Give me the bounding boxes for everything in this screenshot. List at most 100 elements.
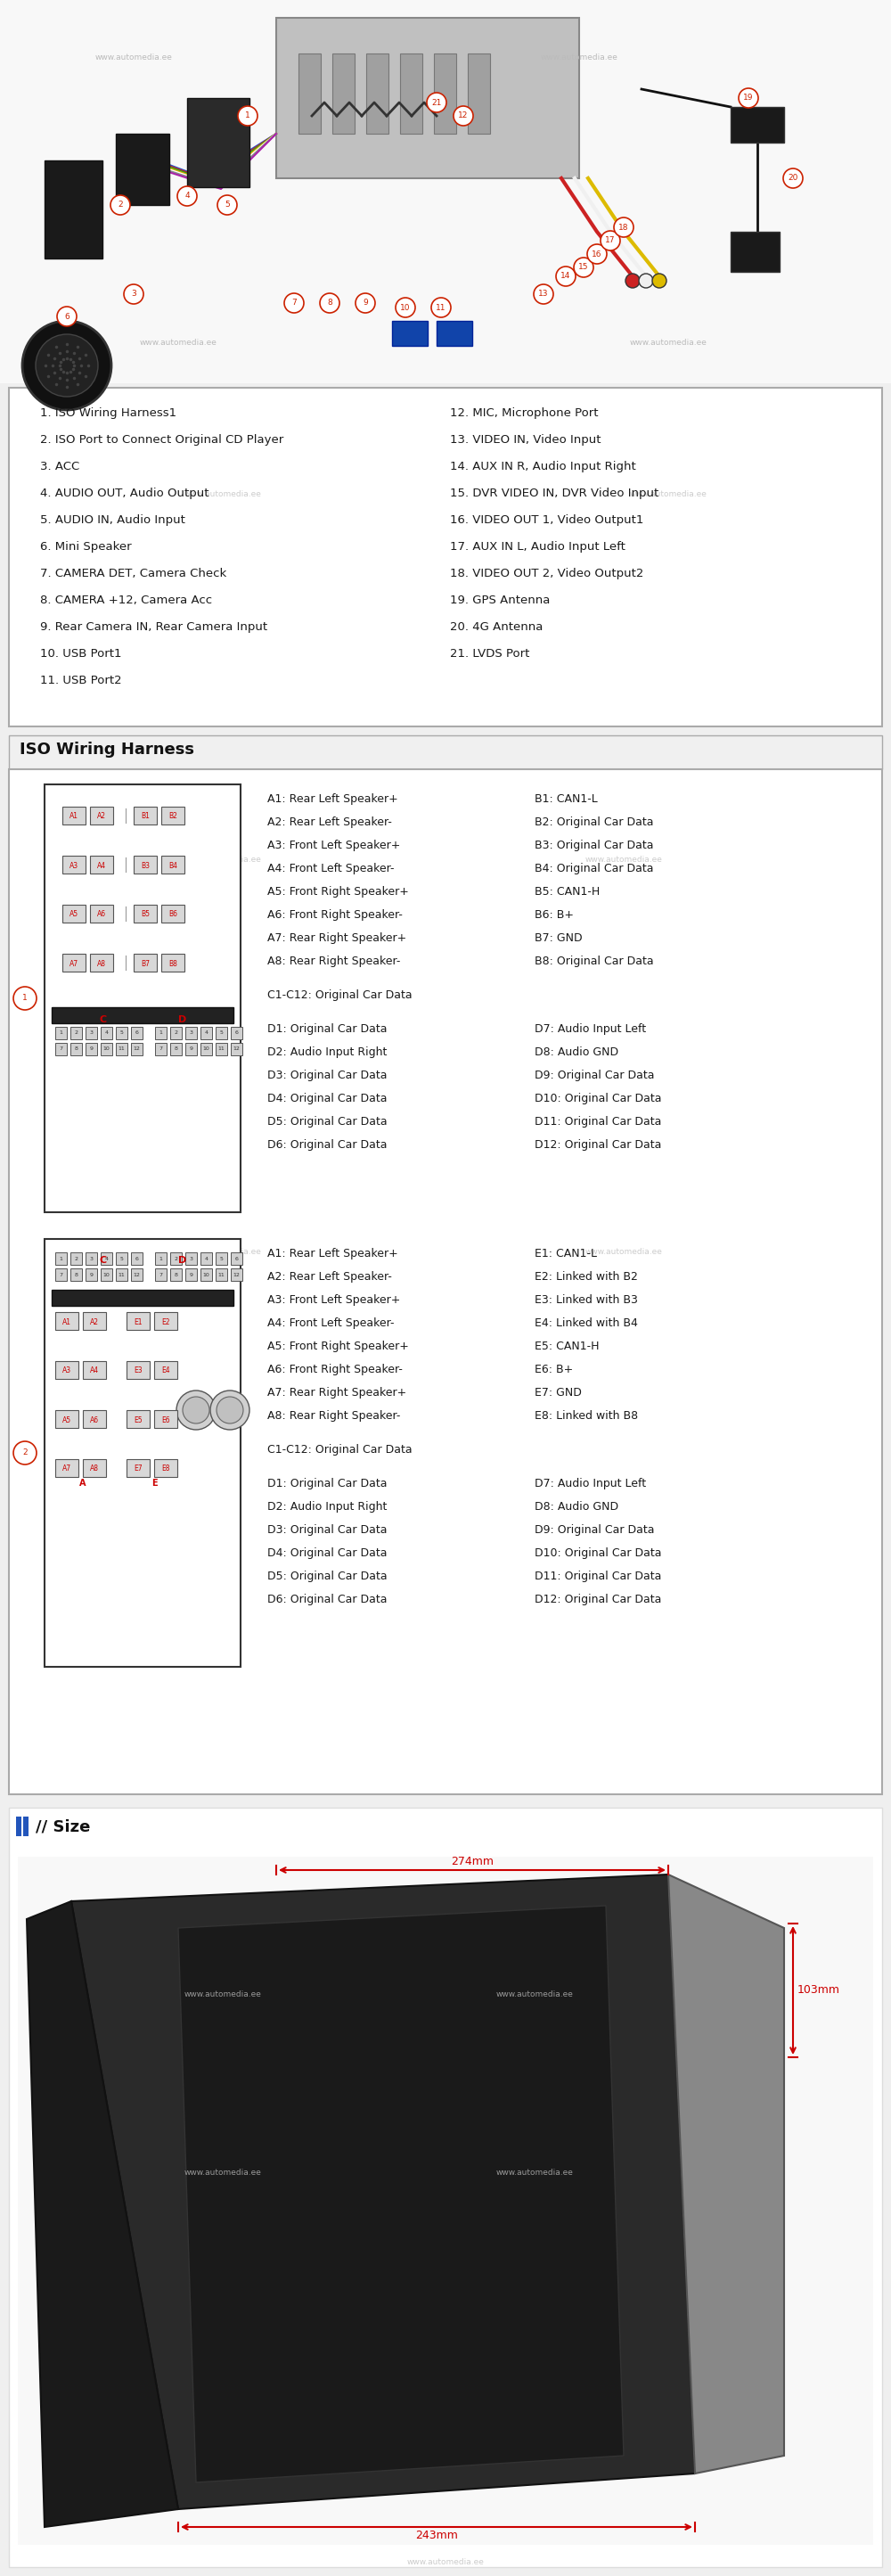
Text: 5. AUDIO IN, Audio Input: 5. AUDIO IN, Audio Input: [40, 515, 185, 526]
Text: 16. VIDEO OUT 1, Video Output1: 16. VIDEO OUT 1, Video Output1: [450, 515, 643, 526]
Circle shape: [454, 106, 473, 126]
Text: C: C: [99, 1015, 106, 1025]
Text: B7: GND: B7: GND: [535, 933, 583, 943]
Text: B4: Original Car Data: B4: Original Car Data: [535, 863, 654, 873]
Text: A3: A3: [62, 1368, 71, 1376]
Bar: [83, 1409, 106, 1427]
Bar: [16, 1816, 21, 1837]
Text: www.automedia.ee: www.automedia.ee: [184, 1247, 261, 1257]
Text: 6: 6: [135, 1257, 138, 1260]
Text: D7: Audio Input Left: D7: Audio Input Left: [535, 1479, 646, 1489]
Text: 14. AUX IN R, Audio Input Right: 14. AUX IN R, Audio Input Right: [450, 461, 636, 471]
Text: www.automedia.ee: www.automedia.ee: [184, 855, 261, 863]
Text: A6: A6: [97, 909, 106, 920]
Text: 1: 1: [60, 1257, 62, 1260]
Text: D10: Original Car Data: D10: Original Car Data: [535, 1092, 661, 1105]
Bar: [70, 1043, 82, 1056]
Text: A8: A8: [97, 958, 106, 969]
Text: 17. AUX IN L, Audio Input Left: 17. AUX IN L, Audio Input Left: [450, 541, 625, 554]
Bar: [216, 1043, 227, 1056]
Bar: [216, 1028, 227, 1038]
Circle shape: [183, 1396, 209, 1425]
Bar: [154, 1360, 177, 1378]
Bar: [185, 1043, 197, 1056]
Text: 2: 2: [22, 1448, 28, 1458]
Bar: [185, 1267, 197, 1280]
Circle shape: [739, 88, 758, 108]
Text: 6. Mini Speaker: 6. Mini Speaker: [40, 541, 132, 554]
Text: D2: Audio Input Right: D2: Audio Input Right: [267, 1046, 387, 1059]
Text: A2: Rear Left Speaker-: A2: Rear Left Speaker-: [267, 1270, 392, 1283]
Bar: [155, 1028, 167, 1038]
Text: B4: B4: [168, 860, 177, 871]
Circle shape: [238, 106, 257, 126]
Text: A7: Rear Right Speaker+: A7: Rear Right Speaker+: [267, 1386, 406, 1399]
Bar: [134, 904, 157, 922]
Bar: [731, 108, 784, 142]
Circle shape: [652, 273, 666, 289]
Bar: [131, 1267, 143, 1280]
Bar: [231, 1028, 242, 1038]
Bar: [161, 806, 184, 824]
Bar: [154, 1458, 177, 1476]
Bar: [127, 1360, 150, 1378]
Text: 1: 1: [245, 111, 250, 121]
Circle shape: [57, 307, 77, 327]
Bar: [276, 18, 579, 178]
Bar: [127, 1311, 150, 1329]
Text: 8: 8: [175, 1273, 177, 1278]
Text: 12: 12: [134, 1273, 140, 1278]
Bar: [55, 1409, 78, 1427]
Text: B8: B8: [168, 958, 177, 969]
Text: 7. CAMERA DET, Camera Check: 7. CAMERA DET, Camera Check: [40, 567, 226, 580]
Text: A1: Rear Left Speaker+: A1: Rear Left Speaker+: [267, 1247, 398, 1260]
Text: 3: 3: [89, 1030, 93, 1036]
Text: 5: 5: [120, 1030, 123, 1036]
Text: B6: B6: [168, 909, 177, 920]
Text: E5: CAN1-H: E5: CAN1-H: [535, 1340, 599, 1352]
Text: 1: 1: [159, 1030, 162, 1036]
Text: C1-C12: Original Car Data: C1-C12: Original Car Data: [267, 989, 413, 1002]
Text: 7: 7: [59, 1273, 62, 1278]
Text: 14: 14: [560, 273, 571, 281]
Text: www.automedia.ee: www.automedia.ee: [184, 489, 261, 497]
Bar: [52, 1007, 233, 1023]
Text: 7: 7: [159, 1046, 162, 1051]
Bar: [134, 806, 157, 824]
Text: 9: 9: [89, 1273, 93, 1278]
Text: E8: Linked with B8: E8: Linked with B8: [535, 1409, 638, 1422]
Text: 11: 11: [119, 1046, 125, 1051]
Circle shape: [427, 93, 446, 113]
Text: 1: 1: [159, 1257, 162, 1260]
Text: B6: B+: B6: B+: [535, 909, 574, 920]
Text: 3: 3: [189, 1257, 192, 1260]
Text: D11: Original Car Data: D11: Original Car Data: [535, 1115, 661, 1128]
Text: A3: A3: [69, 860, 78, 871]
Bar: [9, 389, 882, 726]
Text: www.automedia.ee: www.automedia.ee: [95, 54, 172, 62]
Text: B1: CAN1-L: B1: CAN1-L: [535, 793, 598, 804]
Text: // Size: // Size: [36, 1819, 90, 1834]
Bar: [200, 1028, 212, 1038]
Text: www.automedia.ee: www.automedia.ee: [630, 337, 707, 348]
Circle shape: [534, 283, 553, 304]
Bar: [200, 1267, 212, 1280]
Text: A8: A8: [90, 1466, 99, 1473]
Text: B2: Original Car Data: B2: Original Car Data: [535, 817, 654, 827]
Circle shape: [625, 273, 640, 289]
Text: 4: 4: [105, 1257, 109, 1260]
Text: D3: Original Car Data: D3: Original Car Data: [267, 1525, 387, 1535]
Circle shape: [177, 185, 197, 206]
Circle shape: [556, 265, 576, 286]
Text: D: D: [178, 1257, 187, 1265]
Text: D9: Original Car Data: D9: Original Car Data: [535, 1069, 654, 1082]
Text: B5: CAN1-H: B5: CAN1-H: [535, 886, 600, 896]
Text: www.automedia.ee: www.automedia.ee: [541, 54, 617, 62]
Text: 5: 5: [225, 201, 230, 209]
Text: D: D: [178, 1015, 187, 1025]
Bar: [62, 953, 86, 971]
Text: A4: Front Left Speaker-: A4: Front Left Speaker-: [267, 1316, 394, 1329]
Text: A7: A7: [62, 1466, 71, 1473]
Bar: [231, 1252, 242, 1265]
Bar: [55, 1028, 67, 1038]
